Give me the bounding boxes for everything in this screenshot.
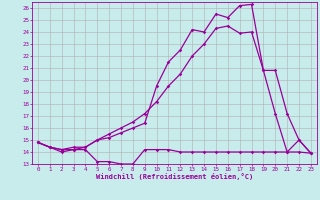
- X-axis label: Windchill (Refroidissement éolien,°C): Windchill (Refroidissement éolien,°C): [96, 173, 253, 180]
